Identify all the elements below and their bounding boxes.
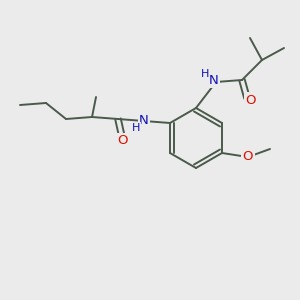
Text: O: O xyxy=(243,151,253,164)
Text: H: H xyxy=(201,69,209,79)
Text: O: O xyxy=(246,94,256,106)
Text: N: N xyxy=(139,113,149,127)
Text: H: H xyxy=(132,123,140,133)
Text: O: O xyxy=(117,134,127,148)
Text: N: N xyxy=(209,74,219,86)
